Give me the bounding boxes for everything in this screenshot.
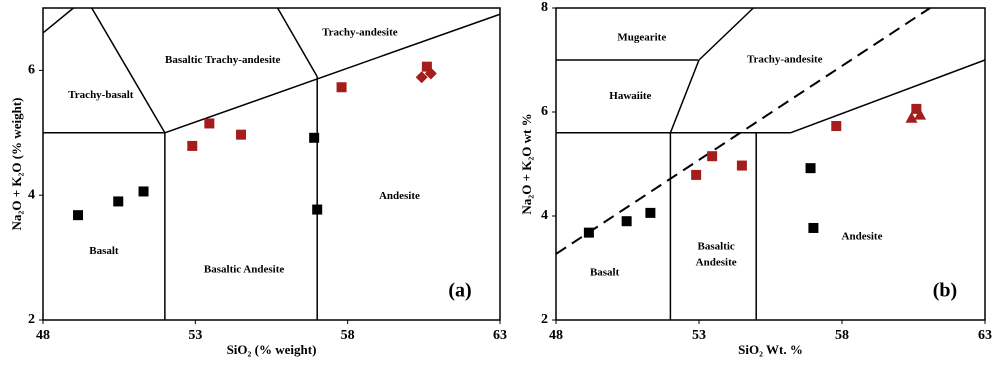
point	[336, 82, 347, 93]
boundary-line	[276, 7, 318, 78]
point	[138, 186, 149, 197]
x-axis-title: SiO₂ (% weight)	[227, 342, 317, 357]
point	[831, 121, 842, 132]
x-tick-label: 63	[978, 328, 992, 343]
x-tick-label: 48	[36, 328, 50, 343]
y-tick-label: 6	[28, 63, 35, 78]
x-tick-label: 58	[835, 328, 849, 343]
y-axis-title: Na₂O + K₂O (% weight)	[9, 98, 24, 231]
point	[113, 196, 124, 207]
panel-label: (b)	[933, 280, 957, 302]
point	[914, 108, 927, 120]
point	[424, 67, 437, 80]
region-label: Trachy-basalt	[68, 89, 134, 101]
boundary-line	[91, 7, 166, 134]
y-tick-label: 4	[28, 187, 35, 202]
boundary-line	[42, 7, 74, 34]
point	[309, 132, 320, 143]
point	[905, 111, 918, 123]
region-label: Basaltic Andesite	[204, 264, 284, 276]
point	[808, 222, 819, 233]
region-label: Andesite	[842, 230, 883, 242]
region-label: Trachy-andesite	[747, 54, 823, 66]
point	[736, 160, 747, 171]
region-label: Andesite	[696, 256, 737, 268]
boundary-line	[555, 7, 931, 255]
x-tick-label: 58	[341, 328, 355, 343]
point	[73, 210, 84, 221]
point	[236, 129, 247, 140]
y-tick-label: 2	[541, 312, 548, 327]
region-label: Andesite	[379, 190, 420, 202]
y-tick-label: 2	[28, 312, 35, 327]
y-tick-label: 8	[541, 0, 548, 15]
point	[707, 151, 718, 162]
region-label: Basalt	[89, 245, 119, 257]
plot-frame	[555, 7, 986, 321]
x-tick-label: 48	[549, 328, 563, 343]
x-tick-label: 53	[188, 328, 202, 343]
point	[187, 140, 198, 151]
region-label: Basaltic Trachy-andesite	[165, 54, 281, 66]
y-tick-label: 6	[541, 104, 548, 119]
boundary-line	[669, 59, 700, 134]
boundary-line	[164, 13, 501, 134]
boundary-line	[790, 59, 986, 134]
point	[583, 227, 594, 238]
region-label: Basaltic	[698, 241, 735, 253]
y-tick-label: 4	[541, 208, 548, 223]
point	[415, 71, 428, 84]
x-axis-title: SiO₂ Wt. %	[738, 342, 803, 357]
region-label: Hawaiite	[609, 90, 651, 102]
point	[645, 207, 656, 218]
region-label: Mugearite	[617, 32, 666, 44]
point	[805, 163, 816, 174]
y-axis-title: Na₂O + K₂O wt %	[519, 113, 534, 214]
region-label: Trachy-andesite	[322, 26, 398, 38]
boundary-line	[698, 7, 754, 61]
plot-frame	[42, 7, 501, 321]
point	[691, 169, 702, 180]
point	[621, 216, 632, 227]
point	[911, 103, 922, 114]
panel-label: (a)	[448, 280, 471, 302]
point	[312, 204, 323, 215]
region-label: Basalt	[590, 267, 620, 279]
point	[204, 118, 215, 129]
x-tick-label: 63	[493, 328, 507, 343]
x-tick-label: 53	[692, 328, 706, 343]
point	[421, 61, 432, 72]
